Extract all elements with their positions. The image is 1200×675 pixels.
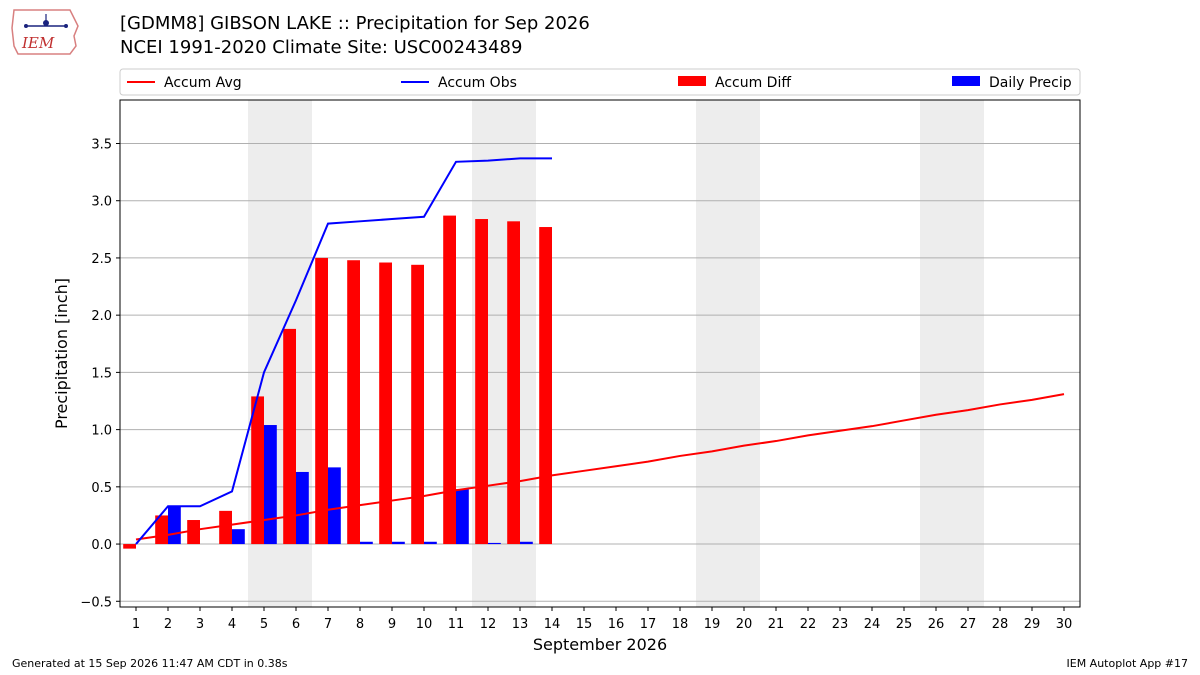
x-tick-label: 24	[864, 617, 881, 632]
x-tick-label: 30	[1056, 617, 1073, 632]
x-tick-label: 29	[1024, 617, 1041, 632]
accum-diff-bar	[251, 396, 264, 545]
weekend-band	[696, 100, 760, 607]
logo-text: IEM	[21, 34, 55, 52]
accum-diff-bar	[315, 257, 328, 545]
legend-swatch-bar	[952, 76, 980, 86]
x-tick-label: 1	[132, 617, 140, 632]
x-tick-label: 16	[608, 617, 625, 632]
generated-note: Generated at 15 Sep 2026 11:47 AM CDT in…	[12, 657, 288, 670]
x-tick-label: 17	[640, 617, 657, 632]
x-tick-label: 23	[832, 617, 849, 632]
app-note: IEM Autoplot App #17	[1066, 657, 1189, 670]
accum-diff-bar	[379, 262, 392, 545]
weekend-band	[920, 100, 984, 607]
plot-frame	[119, 99, 1081, 608]
x-tick-label: 5	[260, 617, 268, 632]
x-tick-label: 9	[388, 617, 396, 632]
accum-avg-line	[135, 393, 1065, 541]
x-tick-label: 4	[228, 617, 236, 632]
daily-precip-bar	[264, 425, 277, 545]
daily-precip-bar	[168, 506, 181, 545]
accum-diff-bar	[539, 227, 552, 545]
x-tick-label: 26	[928, 617, 945, 632]
accum-diff-bar	[283, 328, 296, 545]
x-tick-label: 7	[324, 617, 332, 632]
daily-precip-bar	[232, 529, 245, 545]
y-tick-label: 3.0	[91, 195, 112, 210]
daily-precip-bar	[360, 541, 373, 545]
y-tick-label: 1.5	[91, 366, 112, 381]
y-tick-label: 3.5	[91, 137, 112, 152]
accum-diff-bar	[507, 221, 520, 545]
x-tick-label: 21	[768, 617, 785, 632]
legend: Accum Avg Accum Obs Accum Diff Daily Precip	[119, 68, 1081, 96]
accum-diff-bar	[443, 215, 456, 545]
x-tick-label: 19	[704, 617, 721, 632]
x-tick-label: 20	[736, 617, 753, 632]
legend-label: Accum Avg	[164, 75, 242, 91]
accum-diff-bar	[411, 264, 424, 545]
y-tick-label: 2.5	[91, 252, 112, 267]
x-tick-label: 22	[800, 617, 817, 632]
accum-diff-bar	[347, 260, 360, 545]
accum-diff-bar	[187, 520, 200, 545]
accum-diff-bar	[123, 544, 136, 549]
y-axis-label: Precipitation [inch]	[52, 278, 71, 429]
accum-diff-bar	[219, 510, 232, 545]
daily-precip-bar	[296, 471, 309, 545]
x-tick-label: 12	[480, 617, 497, 632]
daily-precip-bar	[392, 541, 405, 545]
x-axis-label: September 2026	[533, 635, 667, 654]
accum-diff-bar	[475, 219, 488, 545]
x-tick-label: 25	[896, 617, 913, 632]
x-tick-label: 8	[356, 617, 364, 632]
y-tick-label: 0.0	[91, 538, 112, 553]
y-tick-label: 2.0	[91, 309, 112, 324]
daily-precip-bar	[456, 489, 469, 545]
x-tick-label: 6	[292, 617, 300, 632]
y-tick-label: −0.5	[80, 595, 112, 610]
x-tick-label: 27	[960, 617, 977, 632]
x-tick-label: 11	[448, 617, 465, 632]
lines	[135, 157, 1065, 545]
x-tick-label: 28	[992, 617, 1009, 632]
axes: −0.50.00.51.01.52.02.53.03.51 2 3 4 5 6 7 8 9 10 1…	[52, 137, 1072, 654]
x-tick-label: 14	[544, 617, 561, 632]
x-tick-label: 15	[576, 617, 593, 632]
iem-logo: IEM	[11, 9, 79, 55]
daily-precip-bar	[424, 541, 437, 545]
x-tick-label: 10	[416, 617, 433, 632]
x-tick-label: 3	[196, 617, 204, 632]
legend-label: Accum Diff	[715, 75, 791, 91]
legend-swatch-bar	[678, 76, 706, 86]
daily-precip-bar	[488, 542, 501, 545]
y-tick-label: 0.5	[91, 481, 112, 496]
daily-precip-bar	[520, 541, 533, 545]
daily-precip-bar	[328, 467, 341, 545]
legend-box	[119, 68, 1081, 96]
legend-label: Accum Obs	[438, 75, 517, 91]
legend-label: Daily Precip	[989, 75, 1072, 91]
chart-title: [GDMM8] GIBSON LAKE :: Precipitation for…	[120, 13, 590, 34]
y-tick-label: 1.0	[91, 424, 112, 439]
bars	[123, 215, 552, 549]
x-tick-label: 2	[164, 617, 172, 632]
accum-obs-line	[135, 157, 552, 545]
chart-subtitle: NCEI 1991-2020 Climate Site: USC00243489	[120, 37, 523, 58]
x-tick-label: 13	[512, 617, 529, 632]
gridlines	[120, 142, 1080, 602]
x-tick-label: 18	[672, 617, 689, 632]
